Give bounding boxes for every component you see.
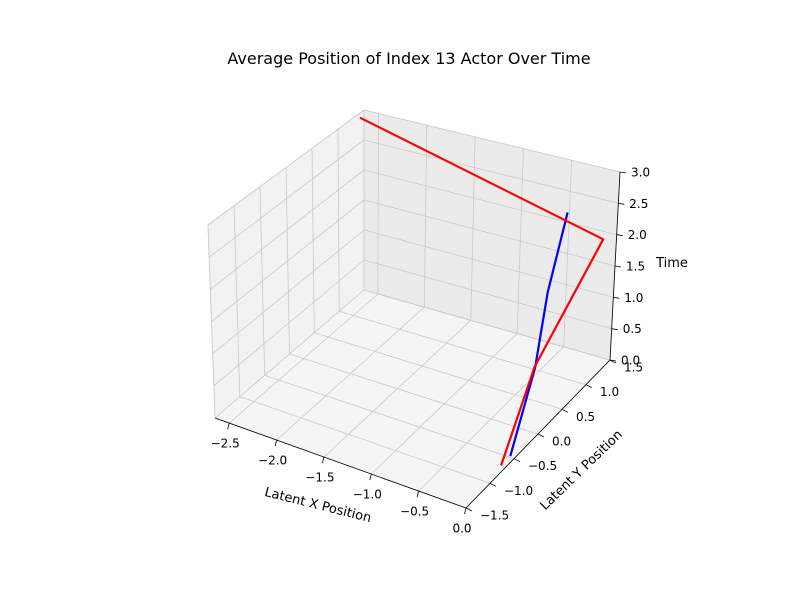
data-series (359, 116, 605, 466)
grid-line-y-floor (264, 374, 515, 460)
grid-line-z-side (207, 109, 365, 226)
x-tick-mark (369, 473, 372, 481)
grid-line-z-back (363, 259, 612, 330)
x-tick-label: −1.0 (353, 488, 382, 502)
y-tick-mark (465, 507, 473, 512)
x-tick-label: 0.0 (452, 522, 471, 536)
x-tick-mark (322, 457, 325, 464)
x-tick-label: −0.5 (400, 505, 429, 519)
grid-line-z-back (363, 289, 611, 361)
y-tick-mark (513, 458, 521, 463)
grid-line-z-side (213, 259, 365, 387)
z-tick-label: 2.0 (628, 228, 647, 242)
z-tick-mark (613, 296, 620, 299)
z-axis-label: Time (655, 256, 688, 271)
grid-line-z-side (208, 139, 365, 258)
z-tick-mark (614, 265, 622, 268)
z-tick-label: 3.0 (631, 166, 650, 180)
tick-marks (227, 171, 627, 515)
z-tick-label: 0.5 (623, 322, 642, 336)
y-tick-mark (561, 408, 569, 413)
z-tick-mark (609, 359, 617, 362)
y-tick-label: −1.0 (504, 484, 533, 498)
x-tick-label: −2.0 (258, 454, 287, 468)
y-tick-label: 0.0 (552, 435, 571, 449)
x-tick-mark (464, 507, 467, 515)
grid-line-y-floor (339, 310, 587, 386)
z-tick-label: 1.5 (626, 260, 645, 274)
y-tick-label: 1.5 (624, 361, 643, 375)
z-tick-mark (618, 202, 625, 205)
x-tick-mark (227, 423, 230, 430)
grid-line-z-side (214, 289, 365, 419)
y-tick-mark (537, 433, 545, 438)
y-tick-label: 0.5 (576, 410, 595, 424)
y-tick-label: −0.5 (528, 459, 557, 473)
grid-line-z-back (363, 109, 621, 173)
tick-labels: −2.5 −2.0 −1.5 −1.0 −0.5 0.0 −1.5 −1.0 −0.5 0.0 0.… (211, 166, 650, 536)
z-tick-mark (619, 171, 627, 174)
grid-line-y-floor (289, 353, 539, 435)
grid-line-z-back (363, 229, 614, 298)
z-tick-mark (611, 328, 618, 331)
series-line-1 (509, 212, 569, 457)
grid-line-z-side (211, 199, 365, 322)
grid-lines (207, 109, 621, 509)
grid-line-z-side (210, 169, 365, 290)
x-tick-label: −1.5 (305, 471, 334, 485)
series-line-2 (359, 116, 605, 466)
x-tick-mark (416, 490, 419, 498)
z-tick-label: 2.5 (629, 197, 648, 211)
x-axis-line (214, 417, 467, 509)
z-tick-mark (616, 234, 623, 237)
y-tick-mark (585, 384, 593, 389)
grid-line-y-floor (239, 396, 491, 484)
chart-title: Average Position of Index 13 Actor Over … (227, 49, 590, 68)
grid-line-z-back (363, 139, 619, 204)
z-tick-label: 0.0 (621, 354, 640, 368)
x-tick-mark (274, 440, 277, 447)
grid-line-z-back (363, 199, 616, 267)
y-tick-label: −1.5 (480, 509, 509, 523)
x-tick-label: −2.5 (211, 437, 240, 451)
y-tick-label: 1.0 (600, 385, 619, 399)
z-tick-label: 1.0 (624, 291, 643, 305)
grid-line-y-floor (314, 332, 563, 410)
grid-line-z-side (212, 229, 365, 355)
y-tick-mark (489, 482, 497, 487)
